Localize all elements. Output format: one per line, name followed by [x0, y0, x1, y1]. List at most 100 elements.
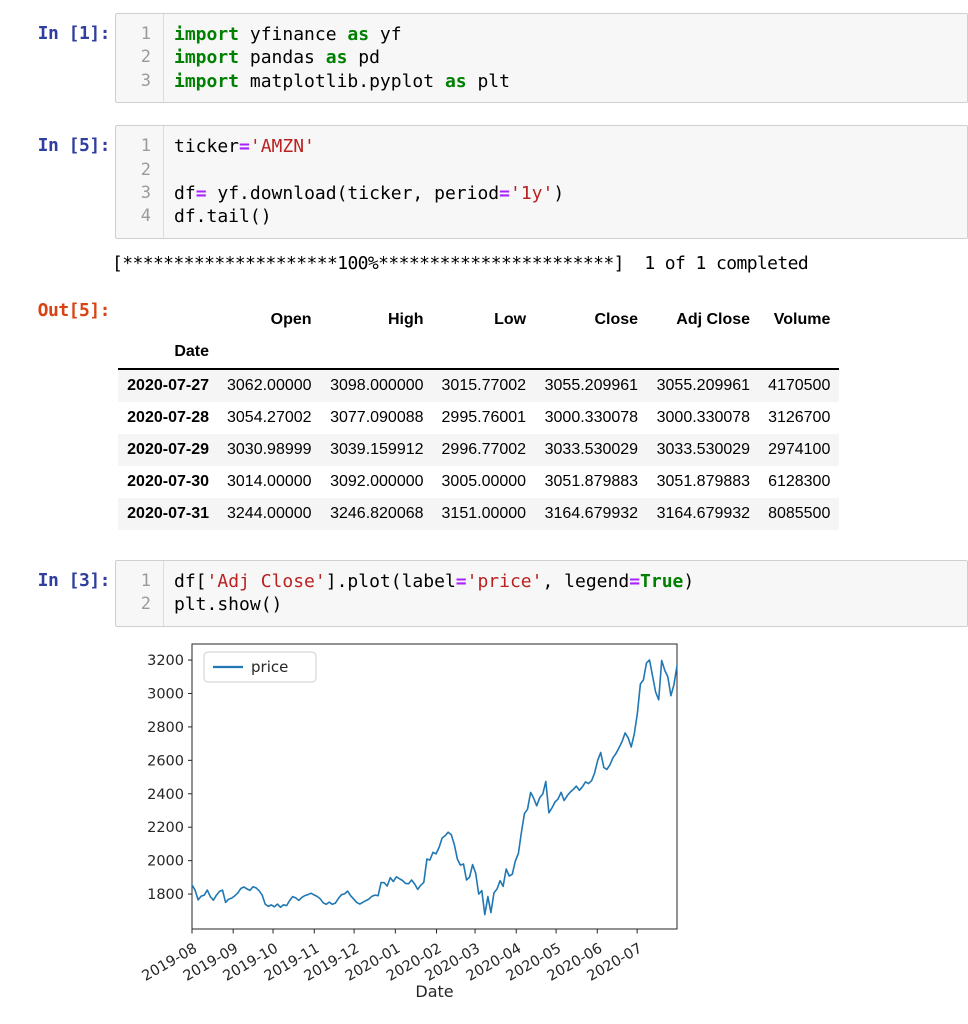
table-cell: 3077.090088: [330, 408, 424, 426]
code-token: ticker: [174, 136, 240, 158]
column-header: Volume: [773, 310, 831, 328]
code-line: import yfinance as yf: [174, 23, 959, 46]
table-cell: 2995.76001: [441, 408, 527, 426]
input-prompt-2: In [5]:: [37, 135, 111, 157]
code-token: matplotlib.pyplot: [239, 70, 445, 92]
table-cell: 4170500: [768, 376, 831, 394]
dataframe-body: 2020-07-27 3062.00000 3098.000000 3015.7700…: [118, 368, 840, 530]
code-token: yf: [369, 24, 402, 45]
code-token: plt: [466, 70, 510, 92]
row-index: 2020-07-28: [127, 408, 209, 426]
line-number: 1: [140, 570, 151, 591]
code-line: import matplotlib.pyplot as plt: [174, 70, 959, 93]
code-token: as: [325, 47, 348, 69]
column-header: Low: [494, 310, 527, 328]
code-token: pandas: [239, 47, 326, 69]
table-row: 2020-07-29 3030.98999 3039.159912 2996.7700…: [118, 433, 840, 466]
table-row: 2020-07-27 3062.00000 3098.000000 3015.7700…: [118, 368, 840, 402]
table-header-row: Open High Low Close Adj Close Volume: [118, 304, 839, 336]
code-token: import: [174, 24, 240, 45]
code-token: df.tail(): [174, 206, 272, 228]
index-name-row: Date: [118, 336, 839, 369]
plot-frame: [191, 643, 678, 930]
code-line: plt.show(): [174, 593, 959, 616]
table-row: 2020-07-28 3054.27002 3077.090088 2995.7600…: [118, 402, 839, 434]
code-token: , legend: [542, 570, 630, 592]
row-index: 2020-07-31: [127, 504, 209, 522]
y-tick-label: 2600: [147, 753, 184, 769]
table-cell: 3051.879883: [656, 472, 751, 490]
code-editor[interactable]: import yfinance as yf import pandas as pd…: [164, 14, 967, 102]
matplotlib-figure: 1800 2000 2200 2400 2600 2800 3000 3200 2019-08 2…: [110, 639, 968, 1019]
code-token: =: [499, 182, 510, 204]
code-line: [174, 159, 959, 182]
y-tick-label: 3200: [147, 653, 184, 669]
table-cell: 3062.00000: [227, 376, 312, 394]
table-cell: 3164.679932: [656, 504, 751, 522]
code-editor[interactable]: ticker='AMZN' df= yf.download(ticker, pe…: [164, 126, 967, 238]
code-line: ticker='AMZN': [174, 135, 959, 158]
code-token: import: [174, 47, 240, 69]
table-cell: 3051.879883: [544, 472, 639, 490]
table-cell: 3015.77002: [441, 376, 527, 394]
code-editor[interactable]: df['Adj Close'].plot(label='price', lege…: [164, 561, 967, 626]
table-cell: 3244.00000: [227, 504, 312, 522]
y-tick-label: 3000: [147, 686, 184, 702]
table-cell: 3033.530029: [656, 440, 751, 458]
table-cell: 3098.000000: [330, 376, 424, 394]
table-cell: 2974100: [768, 440, 831, 458]
table-cell: 3005.00000: [441, 472, 527, 490]
table-cell: 3054.27002: [227, 408, 312, 426]
line-number: 3: [140, 182, 151, 203]
table-cell: 6128300: [768, 472, 831, 490]
table-cell: 3151.00000: [441, 504, 527, 522]
table-cell: 3055.209961: [544, 376, 639, 394]
code-token: pd: [347, 47, 380, 69]
code-line: import pandas as pd: [174, 46, 959, 69]
line-number: 2: [140, 47, 151, 68]
table-cell: 3246.820068: [330, 504, 424, 522]
column-header: Open: [270, 310, 312, 328]
y-tick-label: 2800: [147, 719, 184, 735]
row-index: 2020-07-30: [127, 472, 209, 490]
code-token: 'AMZN': [249, 136, 315, 158]
code-token: as: [444, 70, 467, 92]
code-token: ].plot(label: [325, 570, 456, 592]
line-number: 1: [140, 136, 151, 157]
input-prompt-3: In [3]:: [37, 569, 111, 591]
code-token: 'Adj Close': [206, 570, 326, 592]
table-cell: 2996.77002: [441, 440, 527, 458]
table-cell: 3126700: [768, 408, 831, 426]
table-cell: 3030.98999: [227, 440, 312, 458]
code-line: df= yf.download(ticker, period='1y'): [174, 182, 959, 205]
column-header: High: [387, 310, 424, 328]
table-cell: 3092.000000: [330, 472, 424, 490]
code-token: ): [553, 182, 565, 204]
price-line-chart: 180020002200240026002800300032002019-082…: [140, 643, 678, 1001]
code-token: as: [347, 24, 370, 45]
y-tick-label: 2400: [147, 786, 184, 802]
dataframe-header: Open High Low Close Adj Close Volume Date: [118, 304, 840, 369]
code-token: df[: [174, 570, 207, 592]
code-token: ): [683, 570, 695, 592]
table-cell: 3033.530029: [544, 440, 639, 458]
table-row: 2020-07-30 3014.00000 3092.000000 3005.0000…: [118, 466, 839, 498]
column-header: Adj Close: [676, 310, 751, 328]
line-number: 2: [140, 159, 151, 180]
row-index: 2020-07-29: [127, 440, 209, 458]
y-tick-label: 1800: [147, 887, 184, 903]
dataframe-output: Open High Low Close Adj Close Volume Date 2020…: [110, 290, 840, 530]
line-number: 4: [140, 206, 151, 227]
code-token: df: [174, 182, 196, 204]
line-number: 1: [140, 24, 151, 44]
code-token: =: [239, 136, 250, 158]
y-tick-label: 2200: [147, 820, 184, 836]
